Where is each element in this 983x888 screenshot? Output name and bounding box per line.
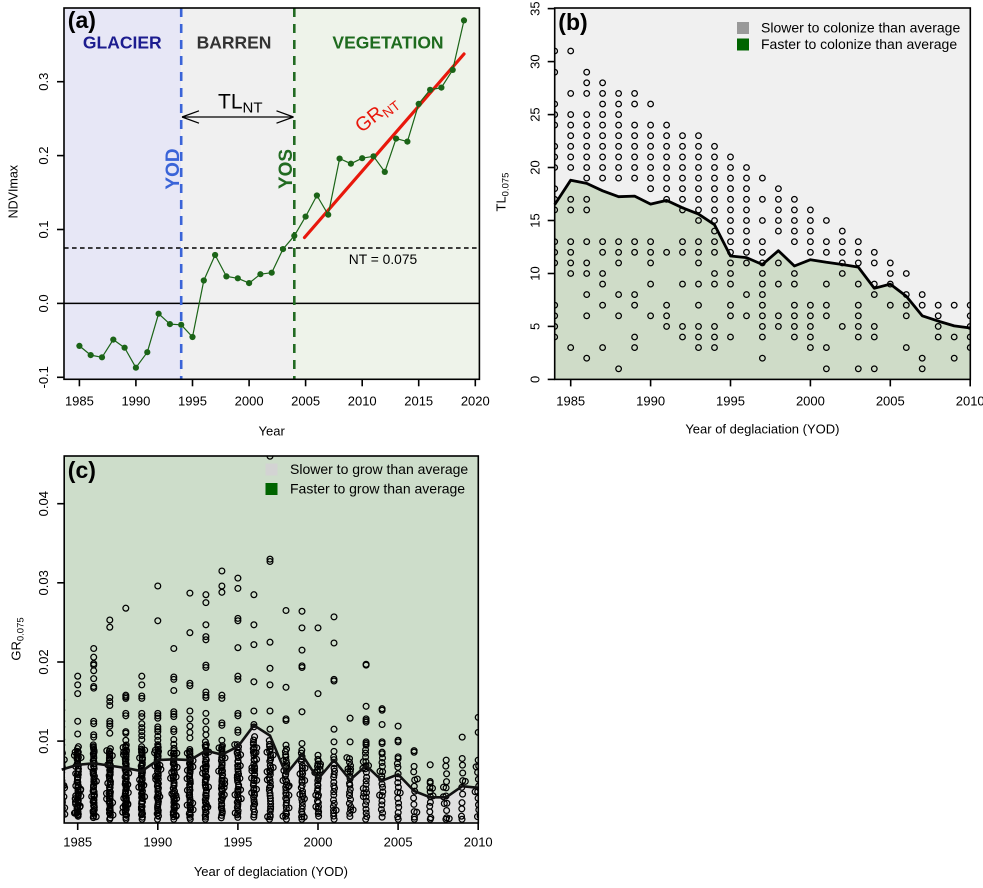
svg-text:10: 10 [527,266,542,280]
svg-text:2010: 2010 [956,393,983,408]
svg-text:2010: 2010 [464,835,493,850]
svg-text:1995: 1995 [178,393,207,408]
svg-text:1990: 1990 [143,835,172,850]
svg-text:Faster to grow than average: Faster to grow than average [290,481,465,497]
svg-text:1990: 1990 [121,393,150,408]
svg-text:Year of deglaciation (YOD): Year of deglaciation (YOD) [194,864,348,879]
svg-text:-0.1: -0.1 [36,366,51,388]
svg-text:Slower to colonize than averag: Slower to colonize than average [761,19,960,35]
svg-text:35: 35 [527,1,542,15]
svg-text:0.1: 0.1 [36,220,51,238]
svg-text:15: 15 [527,213,542,227]
svg-text:BARREN: BARREN [197,33,272,53]
svg-text:0.2: 0.2 [36,147,51,165]
svg-text:2000: 2000 [796,393,825,408]
svg-text:5: 5 [527,323,542,330]
svg-text:(b): (b) [558,9,587,35]
svg-text:Faster to colonize than averag: Faster to colonize than average [761,36,957,52]
svg-text:0.01: 0.01 [36,728,51,753]
svg-text:NT = 0.075: NT = 0.075 [349,252,418,267]
svg-text:25: 25 [527,107,542,121]
svg-text:Year of deglaciation (YOD): Year of deglaciation (YOD) [685,422,839,437]
svg-text:GLACIER: GLACIER [83,33,162,53]
svg-text:30: 30 [527,54,542,68]
svg-text:2005: 2005 [876,393,905,408]
svg-text:1995: 1995 [716,393,745,408]
svg-text:0.0: 0.0 [36,294,51,312]
svg-text:Slower to grow than average: Slower to grow than average [290,461,468,477]
svg-text:0.02: 0.02 [36,649,51,674]
svg-text:YOD: YOD [163,148,184,189]
svg-text:YOS: YOS [276,149,297,189]
svg-text:2005: 2005 [384,835,413,850]
svg-text:0.04: 0.04 [36,491,51,516]
svg-text:1990: 1990 [636,393,665,408]
svg-text:0: 0 [527,376,542,383]
svg-text:1985: 1985 [63,835,92,850]
svg-text:2020: 2020 [461,393,490,408]
svg-text:VEGETATION: VEGETATION [332,33,443,53]
svg-text:2015: 2015 [404,393,433,408]
svg-text:1985: 1985 [556,393,585,408]
svg-text:1985: 1985 [65,393,94,408]
svg-text:0.03: 0.03 [36,570,51,595]
svg-text:2005: 2005 [291,393,320,408]
svg-text:(c): (c) [68,457,96,483]
svg-text:Year: Year [259,424,286,439]
svg-text:1995: 1995 [223,835,252,850]
svg-text:NDVImax: NDVImax [7,164,21,218]
svg-text:0.3: 0.3 [36,73,51,91]
svg-text:2000: 2000 [304,835,333,850]
svg-text:(a): (a) [68,7,96,33]
svg-text:2010: 2010 [348,393,377,408]
svg-text:2000: 2000 [235,393,264,408]
svg-text:20: 20 [527,160,542,174]
